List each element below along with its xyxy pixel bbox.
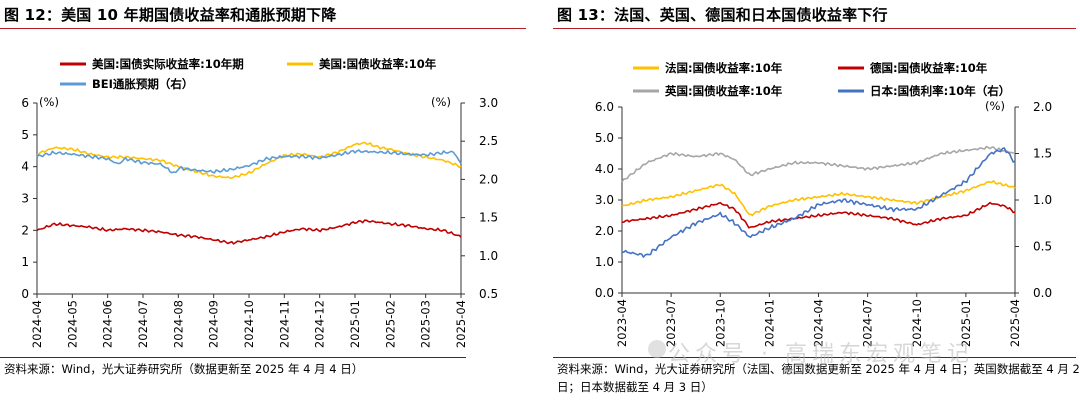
series-line-4 [621,147,1016,258]
x-tick-label: 2024-05 [65,300,79,348]
right-tick-label: 3.0 [479,96,498,110]
legend-label-4: 日本:国债利率:10年（右） [870,84,1010,98]
legend-label-2: 美国:国债收益率:10年 [319,57,437,71]
x-tick-label: 2024-06 [101,300,115,348]
legend-label-1: 法国:国债收益率:10年 [665,61,783,75]
right-tick-label: 2.5 [479,134,498,148]
right-tick-label: 1.0 [1033,193,1052,207]
left-tick-label: 5 [21,128,29,142]
right-tick-label: 1.0 [479,249,498,263]
x-tick-label: 2024-09 [207,300,221,348]
bottom-rule [553,357,1076,358]
series-line-1 [621,179,1016,217]
series-line-3 [621,145,1016,183]
x-tick-label: 2024-10 [910,299,924,347]
x-tick-label: 2025-03 [419,300,433,348]
series-line-1 [36,219,462,245]
legend-label-1: 美国:国债实际收益率:10年期 [92,57,244,71]
x-tick-label: 2024-01 [762,299,776,347]
right-tick-label: 0.5 [479,287,498,301]
left-tick-label: 3.0 [595,193,614,207]
legend-label-3: BEI通胀预期（右） [92,77,193,91]
left-tick-label: 3 [21,192,29,206]
right-tick-label: 0.5 [1033,240,1052,254]
legend-label-2: 德国:国债收益率:10年 [869,61,988,75]
x-tick-label: 2024-12 [313,300,327,348]
left-tick-label: 6 [21,96,29,110]
series-line-3 [36,149,462,174]
right-tick-label: 1.5 [479,211,498,225]
x-tick-label: 2024-04 [30,300,44,348]
left-tick-label: 0 [21,287,29,301]
x-tick-label: 2023-07 [664,299,678,347]
x-tick-label: 2024-07 [136,300,150,348]
figure-12-panel: 图 12：美国 10 年期国债收益率和通胀预期下降 0 1 2 3 4 5 6 0.5 1.0 1… [0,0,530,400]
figure-title: 图 13：法国、英国、德国和日本国债收益率下行 [557,6,888,24]
right-axis-unit: (%) [431,95,451,109]
watermark-logo-icon [648,340,666,358]
x-tick-label: 2023-10 [713,299,727,347]
x-tick-label: 2025-04 [454,300,468,348]
x-tick-label: 2025-01 [959,299,973,347]
x-tick-label: 2025-02 [383,300,397,348]
x-tick-label: 2023-04 [615,299,629,347]
global-yield-chart: 0.0 1.0 2.0 3.0 4.0 5.0 6.0 0.0 0.5 1.0 1.5 2.0 2023… [595,61,1052,347]
title-rule [0,28,526,29]
x-tick-label: 2024-04 [812,299,826,347]
right-tick-label: 2.0 [1033,100,1052,114]
legend-label-3: 英国:国债收益率:10年 [664,84,783,98]
left-tick-label: 5.0 [595,131,614,145]
x-tick-label: 2025-01 [348,300,362,348]
right-tick-label: 1.5 [1033,147,1052,161]
x-tick-label: 2024-08 [171,300,185,348]
series-line-2 [621,201,1016,229]
x-tick-label: 2024-07 [861,299,875,347]
figure-13-panel: 图 13：法国、英国、德国和日本国债收益率下行 0.0 1.0 2.0 3.0 4.0 5… [553,0,1080,400]
series-line-2 [36,141,462,179]
x-tick-label: 2024-10 [242,300,256,348]
source-note: 资料来源：Wind，光大证券研究所（法国、德国数据更新至 2025 年 4 月 … [557,362,1080,394]
title-rule [553,28,1076,29]
left-tick-label: 4 [21,160,29,174]
watermark: 公众号 · 高瑞东宏观笔记 [668,342,974,367]
left-tick-label: 6.0 [595,100,614,114]
left-tick-label: 1.0 [595,255,614,269]
x-tick-label: 2024-11 [277,300,291,348]
right-axis-unit: (%) [985,99,1005,113]
left-tick-label: 1 [21,255,29,269]
left-tick-label: 2.0 [595,224,614,238]
right-tick-label: 0.0 [1033,286,1052,300]
figure-title: 图 12：美国 10 年期国债收益率和通胀预期下降 [4,6,337,24]
us-yield-chart: 0 1 2 3 4 5 6 0.5 1.0 1.5 2.0 2.5 3.0 2024-04 2024-05 2… [21,57,498,348]
right-tick-label: 2.0 [479,172,498,186]
left-tick-label: 4.0 [595,162,614,176]
bottom-rule [0,357,466,358]
source-note: 资料来源：Wind，光大证券研究所（数据更新至 2025 年 4 月 4 日） [4,362,364,376]
left-tick-label: 2 [21,223,29,237]
x-tick-label: 2025-04 [1008,299,1022,347]
left-tick-label: 0.0 [595,286,614,300]
left-axis-unit: (%) [39,95,59,109]
